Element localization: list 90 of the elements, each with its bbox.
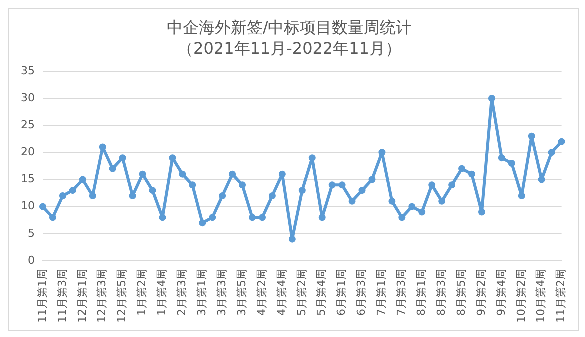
x-tick-label: 10月第4周 (534, 269, 548, 324)
x-tick-label: 11月第3周 (56, 269, 69, 324)
x-tick-label: 6月第3周 (355, 269, 368, 316)
point (109, 165, 116, 172)
x-tick-label: 12月第5周 (116, 269, 129, 324)
x-tick-label: 5月第4周 (315, 269, 328, 316)
x-tick-label: 9月第4周 (494, 269, 508, 316)
chart-subtitle: （2021年11月-2022年11月） (178, 38, 402, 58)
point (408, 203, 416, 210)
point (498, 154, 506, 162)
x-tick-label: 7月第1周 (375, 269, 388, 316)
point (129, 192, 136, 200)
x-tick-label: 8月第1周 (414, 269, 428, 316)
point (258, 214, 266, 222)
point (318, 214, 326, 222)
point (398, 214, 406, 222)
y-tick-label: 35 (20, 64, 35, 78)
point (448, 182, 456, 189)
point (478, 208, 486, 216)
point (249, 214, 256, 222)
point (229, 170, 236, 178)
point (298, 187, 306, 194)
x-tick-label: 8月第3周 (434, 269, 448, 316)
point (99, 144, 106, 151)
point (69, 187, 76, 194)
point (149, 187, 156, 194)
point (418, 208, 426, 216)
point (278, 170, 286, 178)
y-tick-label: 20 (20, 146, 35, 159)
point (139, 170, 146, 178)
x-tick-label: 1月第2周 (136, 269, 149, 316)
point (199, 220, 206, 227)
x-tick-label: 2月第3周 (176, 269, 189, 316)
point (328, 182, 336, 189)
point (558, 138, 566, 146)
y-tick-label: 15 (20, 172, 35, 186)
x-tick-label: 11月第2周 (554, 269, 568, 324)
point (219, 192, 226, 200)
chart-title: 中企海外新签/中标项目数量周统计 (166, 18, 412, 37)
point (488, 94, 496, 102)
point (338, 182, 346, 189)
point (468, 170, 476, 178)
point (548, 149, 556, 156)
point (348, 198, 356, 205)
x-tick-label: 11月第1周 (36, 269, 49, 324)
point (528, 132, 536, 140)
point (458, 165, 466, 172)
y-tick-label: 25 (20, 118, 35, 132)
x-tick-label: 12月第3周 (96, 269, 109, 324)
point (179, 170, 186, 178)
x-tick-label: 3月第3周 (215, 269, 228, 316)
point (239, 182, 246, 189)
x-tick-label: 1月第4周 (156, 269, 169, 316)
x-tick-label: 9月第2周 (474, 269, 488, 316)
x-tick-label: 10月第2周 (514, 269, 528, 324)
y-tick-label: 5 (28, 226, 35, 240)
point (49, 214, 56, 222)
point (368, 176, 376, 184)
point (538, 176, 546, 184)
point (169, 154, 176, 162)
point (358, 187, 366, 194)
point (79, 176, 86, 184)
x-tick-label: 4月第2周 (255, 269, 268, 316)
point (268, 192, 276, 200)
point (428, 182, 436, 189)
point (89, 192, 96, 200)
x-tick-label: 12月第1周 (76, 269, 89, 324)
x-tick-label: 8月第5周 (454, 269, 468, 316)
point (159, 214, 166, 222)
y-tick-label: 10 (20, 200, 35, 213)
x-tick-label: 5月第2周 (295, 269, 308, 316)
point (59, 192, 66, 200)
point (189, 182, 196, 189)
point (39, 203, 46, 210)
point (508, 160, 516, 167)
point (308, 154, 316, 162)
x-tick-label: 3月第5周 (235, 269, 248, 316)
point (119, 154, 126, 162)
point (438, 198, 446, 205)
y-tick-label: 30 (20, 91, 35, 104)
x-tick-label: 4月第4周 (275, 269, 288, 316)
point (518, 192, 526, 200)
point (288, 236, 296, 243)
x-tick-label: 6月第1周 (335, 269, 348, 316)
point (388, 198, 396, 205)
x-tick-label: 3月第1周 (195, 269, 208, 316)
x-tick-label: 7月第3周 (395, 269, 408, 316)
y-tick-label: 0 (28, 254, 35, 267)
point (378, 149, 386, 156)
point (209, 214, 216, 222)
